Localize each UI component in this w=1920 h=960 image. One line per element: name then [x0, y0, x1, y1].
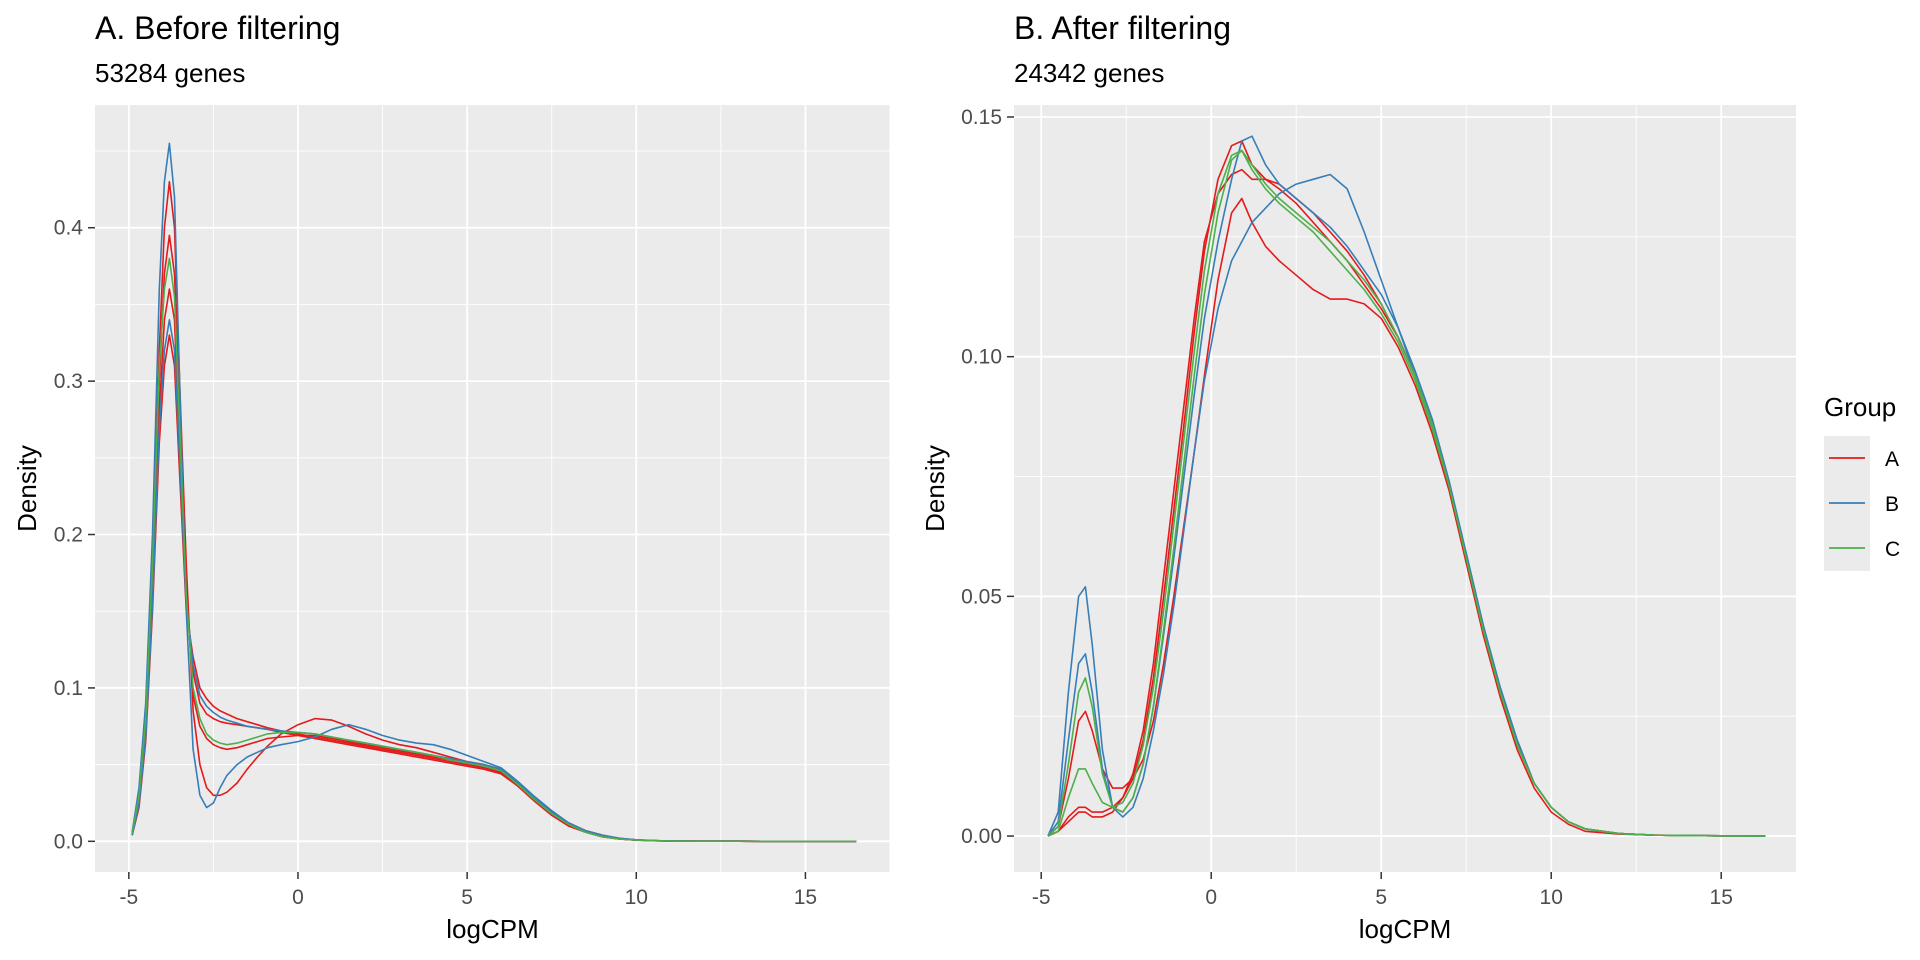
x-tick-label: 5 — [1375, 886, 1387, 909]
y-tick-label: 0.00 — [961, 825, 1002, 848]
plot-a-panel: -5 0 5 10 15 0.0 0.1 0.2 0.3 0.4 logCPM Density — [12, 105, 891, 944]
x-tick-label: 15 — [794, 886, 817, 909]
plot-b-subtitle: 24342 genes — [1014, 58, 1165, 88]
legend-title: Group — [1824, 392, 1896, 422]
x-tick-label: 5 — [461, 886, 473, 909]
plot-b-background — [1014, 105, 1796, 872]
legend-label-b: B — [1885, 493, 1899, 516]
series-line-group-c — [131, 257, 857, 843]
y-tick-label: 0.1 — [54, 677, 83, 700]
series-line-group-a — [1047, 197, 1766, 837]
plot-a-title: A. Before filtering — [95, 10, 341, 46]
y-tick-label: 0.10 — [961, 346, 1002, 369]
y-tick-label: 0.3 — [54, 370, 83, 393]
plot-b-title: B. After filtering — [1014, 10, 1231, 46]
x-tick-label: 10 — [625, 886, 648, 909]
y-tick-label: 0.05 — [961, 585, 1002, 608]
y-axis-title: Density — [920, 445, 950, 532]
plot-a-subtitle: 53284 genes — [95, 58, 246, 88]
x-tick-label: -5 — [119, 886, 138, 909]
legend-label-c: C — [1885, 538, 1900, 561]
x-tick-label: -5 — [1032, 886, 1051, 909]
y-tick-label: 0.4 — [54, 217, 84, 240]
x-tick-label: 0 — [1205, 886, 1217, 909]
series-line-group-c — [1047, 149, 1766, 837]
x-axis-title: logCPM — [446, 914, 538, 944]
x-tick-label: 0 — [292, 886, 304, 909]
y-tick-label: 0.2 — [54, 524, 83, 547]
x-tick-label: 10 — [1540, 886, 1563, 909]
x-axis-title: logCPM — [1359, 914, 1451, 944]
y-axis-title: Density — [12, 445, 42, 532]
legend-label-a: A — [1885, 448, 1899, 471]
y-tick-label: 0.15 — [961, 106, 1002, 129]
plot-b-panel: -5 0 5 10 15 0.00 0.05 0.10 0.15 logCPM Density — [920, 105, 1796, 944]
plot-a-background — [95, 105, 890, 872]
x-tick-label: 15 — [1710, 886, 1733, 909]
legend: Group ABC — [1824, 392, 1900, 571]
y-tick-label: 0.0 — [54, 830, 83, 853]
